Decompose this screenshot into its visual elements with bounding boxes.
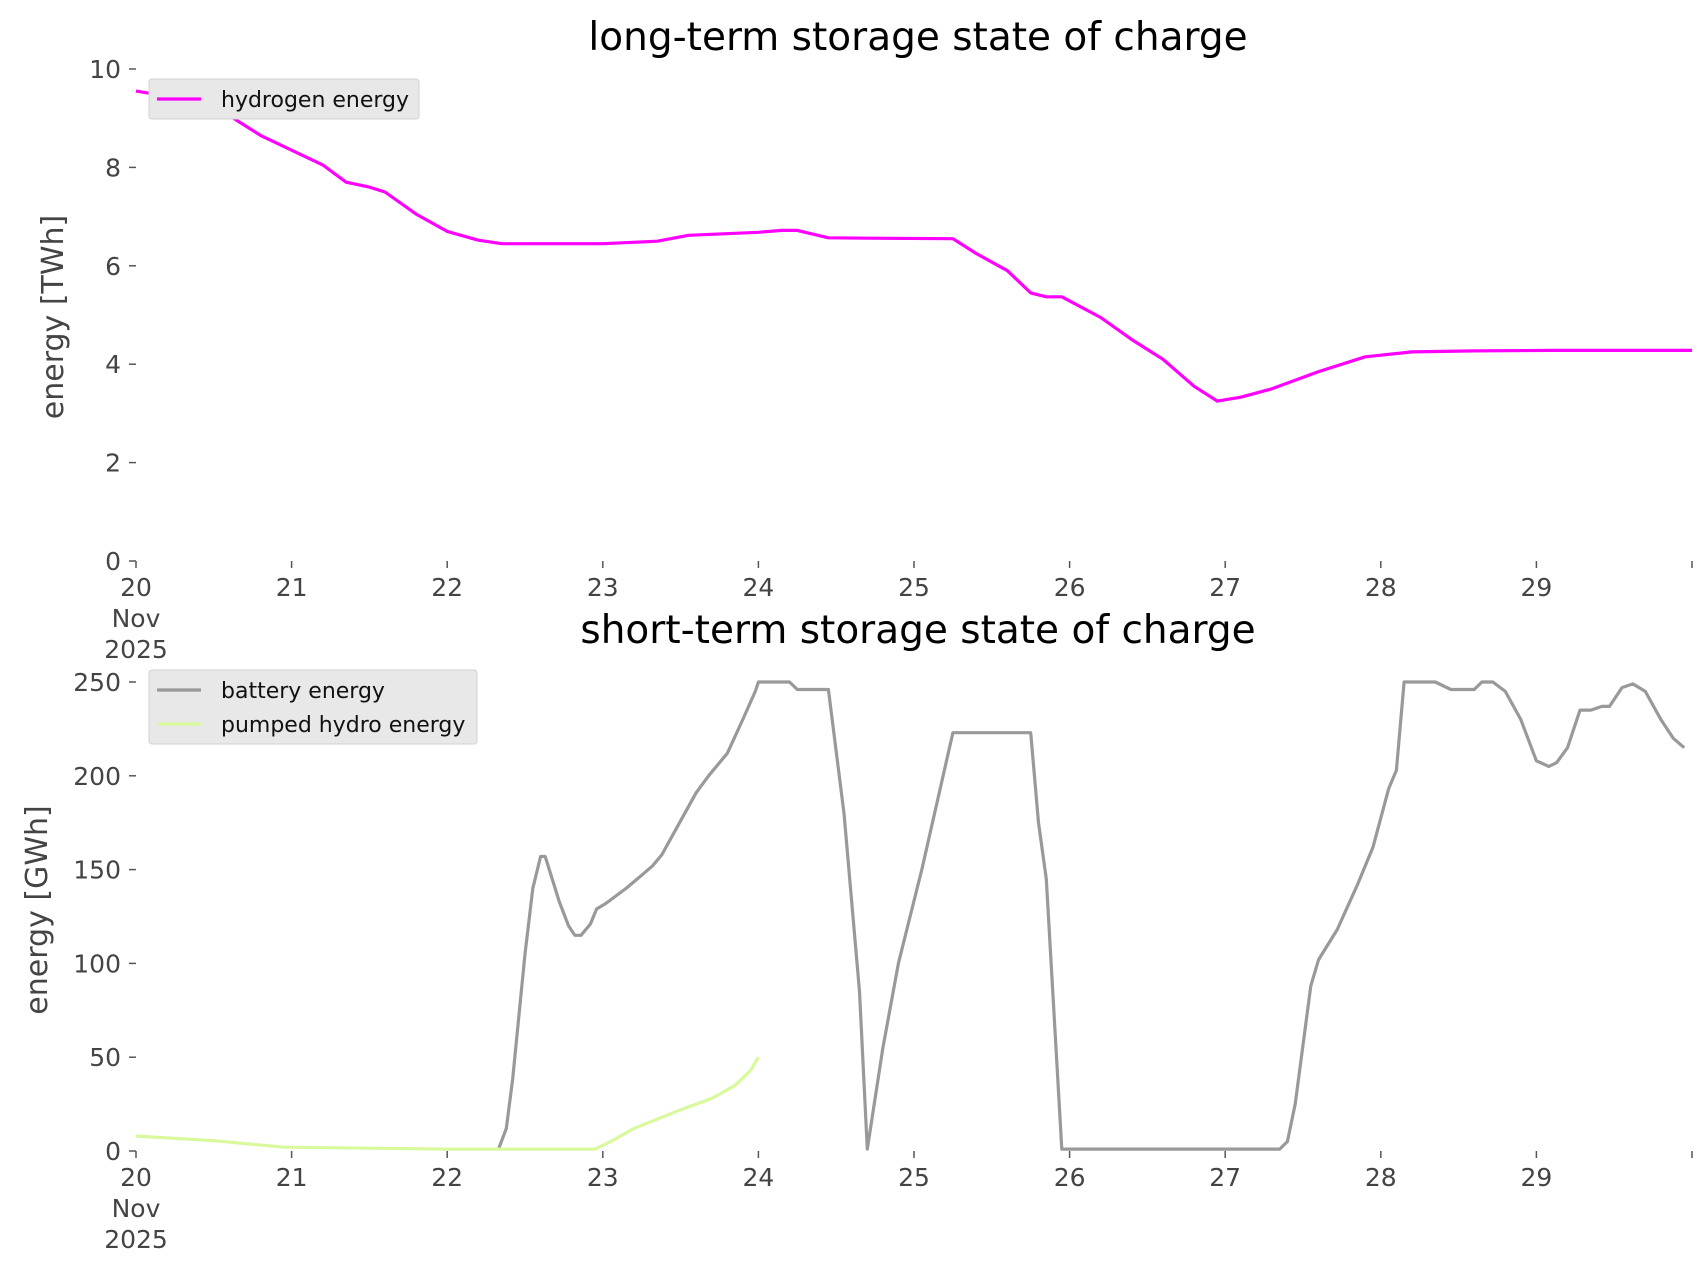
- short-term-storage-chart: short-term storage state of charge energ…: [20, 608, 1693, 1254]
- y-axis-ticks: 0 2 4 6 8 10: [89, 55, 136, 576]
- y-tick-label: 2: [105, 449, 121, 478]
- x-tick-label: 22: [431, 1163, 463, 1192]
- x-tick-label: 2025: [104, 635, 168, 664]
- legend-label: battery energy: [221, 679, 385, 704]
- x-tick-label: 23: [587, 1163, 619, 1192]
- legend-label: hydrogen energy: [221, 88, 409, 113]
- legend-label: pumped hydro energy: [221, 713, 465, 738]
- y-axis-label: energy [GWh]: [20, 805, 55, 1014]
- legend-box: [148, 78, 420, 120]
- y-axis-ticks: 0 50 100 150 200 250: [73, 668, 136, 1166]
- x-tick-label: 25: [898, 573, 930, 602]
- x-tick-label: 27: [1209, 573, 1241, 602]
- x-tick-label: 28: [1365, 573, 1397, 602]
- x-tick-label: 20: [120, 1163, 152, 1192]
- y-axis-label: energy [TWh]: [36, 215, 71, 419]
- x-tick-label: 22: [431, 573, 463, 602]
- y-tick-label: 0: [105, 547, 121, 576]
- legend: hydrogen energy: [148, 78, 420, 120]
- y-tick-label: 10: [89, 55, 121, 84]
- series-line-1: [135, 1056, 760, 1151]
- y-tick-label: 0: [105, 1137, 121, 1166]
- x-tick-label: 24: [742, 573, 774, 602]
- chart-title: long-term storage state of charge: [588, 15, 1247, 60]
- legend-box: [148, 669, 478, 745]
- y-tick-label: 200: [73, 762, 121, 791]
- x-tick-label: 25: [898, 1163, 930, 1192]
- x-tick-label: 2025: [104, 1225, 168, 1254]
- y-tick-label: 6: [105, 252, 121, 281]
- x-tick-label: 29: [1520, 1163, 1552, 1192]
- x-tick-label: 24: [742, 1163, 774, 1192]
- x-tick-label: Nov: [112, 604, 161, 633]
- x-tick-label: 29: [1520, 573, 1552, 602]
- x-tick-label: 21: [276, 573, 308, 602]
- y-tick-label: 8: [105, 153, 121, 182]
- x-tick-label: 20: [120, 573, 152, 602]
- x-tick-label: 28: [1365, 1163, 1397, 1192]
- x-tick-label: 27: [1209, 1163, 1241, 1192]
- y-tick-label: 50: [89, 1043, 121, 1072]
- x-tick-label: 23: [587, 573, 619, 602]
- x-tick-label: 21: [276, 1163, 308, 1192]
- x-tick-label: 26: [1054, 1163, 1086, 1192]
- legend: battery energy pumped hydro energy: [148, 669, 478, 745]
- series-group: [135, 89, 1692, 403]
- x-tick-label: Nov: [112, 1194, 161, 1223]
- y-tick-label: 250: [73, 668, 121, 697]
- series-group: [135, 680, 1686, 1151]
- chart-title: short-term storage state of charge: [580, 608, 1255, 653]
- series-line-0: [497, 680, 1686, 1151]
- long-term-storage-chart: long-term storage state of charge energy…: [36, 15, 1693, 664]
- x-tick-label: 26: [1054, 573, 1086, 602]
- series-line-0: [135, 89, 1692, 403]
- y-tick-label: 150: [73, 856, 121, 885]
- y-tick-label: 100: [73, 949, 121, 978]
- y-tick-label: 4: [105, 350, 121, 379]
